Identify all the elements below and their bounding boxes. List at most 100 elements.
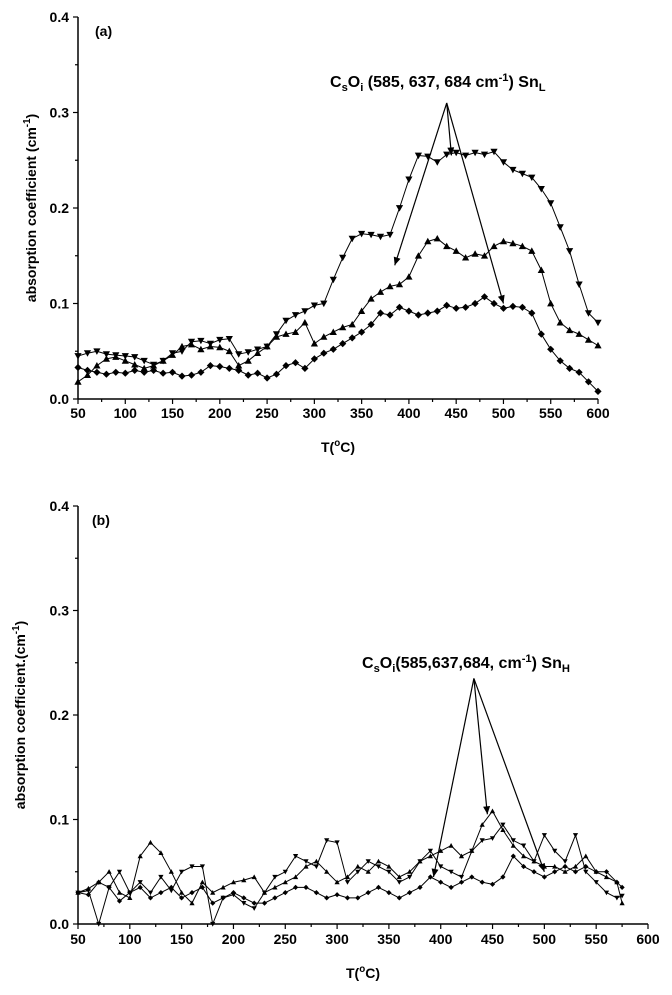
annotation-arrow — [473, 678, 545, 872]
data-point — [310, 355, 318, 363]
data-point — [339, 323, 347, 331]
data-point — [282, 317, 290, 325]
data-point — [320, 300, 328, 308]
y-tick-label: 0.2 — [50, 200, 70, 216]
data-point — [427, 874, 433, 880]
data-point — [480, 151, 489, 159]
data-point — [469, 874, 475, 880]
data-point — [189, 900, 195, 906]
data-point — [102, 370, 110, 378]
data-point — [127, 895, 133, 900]
data-point — [541, 833, 547, 838]
text-part: absorption coefficient (cm — [23, 127, 39, 302]
text-part: T( — [346, 965, 360, 981]
y-tick-label: 0.2 — [50, 707, 70, 723]
text-part: (585,637,684, cm — [395, 655, 521, 672]
data-point — [199, 884, 205, 890]
data-point — [489, 808, 496, 814]
annotation-arrow — [432, 678, 475, 878]
data-point — [556, 357, 564, 365]
data-point — [168, 869, 174, 874]
text-part: -1 — [11, 625, 22, 634]
data-point — [562, 869, 568, 874]
data-point — [407, 874, 413, 880]
data-point — [386, 311, 394, 319]
data-point — [320, 333, 328, 340]
data-point — [365, 869, 371, 874]
panel-label: (b) — [92, 512, 110, 528]
data-point — [395, 280, 404, 288]
data-point — [414, 152, 422, 160]
data-point — [365, 859, 371, 864]
data-point — [619, 884, 625, 890]
data-point — [121, 353, 129, 360]
data-point — [324, 869, 330, 874]
data-point — [575, 281, 583, 288]
data-point — [225, 336, 233, 343]
data-point — [210, 921, 216, 927]
x-tick-label: 550 — [585, 931, 609, 947]
x-tick-label: 450 — [481, 931, 505, 947]
data-point — [583, 853, 589, 859]
data-point — [220, 895, 226, 901]
data-point — [433, 307, 441, 315]
data-point — [396, 874, 402, 880]
data-point — [584, 336, 593, 343]
data-point — [500, 827, 506, 832]
data-point — [93, 362, 101, 369]
annotation-arrowhead — [393, 256, 401, 266]
data-point — [102, 355, 110, 362]
data-point — [405, 307, 413, 315]
data-point — [83, 371, 92, 378]
data-point — [187, 341, 196, 348]
data-point — [452, 304, 460, 312]
data-point — [583, 863, 589, 870]
y-axis-title: absorption coefficient.(cm-1) — [11, 621, 28, 809]
data-point — [106, 884, 112, 890]
data-point — [452, 247, 460, 254]
data-point — [301, 364, 309, 372]
data-point — [263, 342, 271, 350]
data-point — [438, 864, 444, 870]
data-point — [75, 890, 81, 896]
data-point — [584, 310, 593, 317]
data-point — [147, 839, 154, 845]
data-point — [603, 869, 610, 875]
data-point — [448, 869, 454, 875]
data-point — [235, 366, 243, 374]
data-point — [531, 869, 537, 875]
text-part: ) Sn — [532, 655, 562, 672]
data-point — [376, 233, 385, 241]
data-point — [282, 330, 290, 337]
data-point — [365, 890, 371, 896]
data-point — [179, 869, 185, 875]
data-point — [556, 224, 564, 231]
x-tick-label: 500 — [492, 405, 516, 421]
data-point — [499, 159, 508, 166]
data-point — [235, 362, 243, 369]
data-point — [575, 368, 583, 376]
data-point — [137, 853, 143, 859]
data-point — [537, 266, 545, 273]
data-point — [395, 205, 404, 212]
y-tick-label: 0.1 — [50, 296, 70, 312]
data-point — [414, 311, 422, 319]
data-point — [85, 892, 91, 898]
data-point — [329, 345, 337, 353]
data-point — [137, 880, 143, 885]
data-point — [121, 369, 129, 377]
data-point — [552, 869, 558, 875]
data-point — [471, 149, 479, 157]
data-point — [583, 869, 589, 875]
text-part: O — [348, 74, 360, 91]
data-point — [405, 273, 413, 280]
data-point — [178, 348, 186, 355]
data-point — [480, 252, 489, 259]
data-point — [334, 879, 340, 885]
data-point — [150, 362, 158, 369]
text-part: -1 — [522, 653, 532, 665]
data-point — [537, 330, 545, 338]
data-point — [619, 900, 625, 906]
data-point — [197, 368, 205, 376]
data-point — [458, 874, 465, 880]
